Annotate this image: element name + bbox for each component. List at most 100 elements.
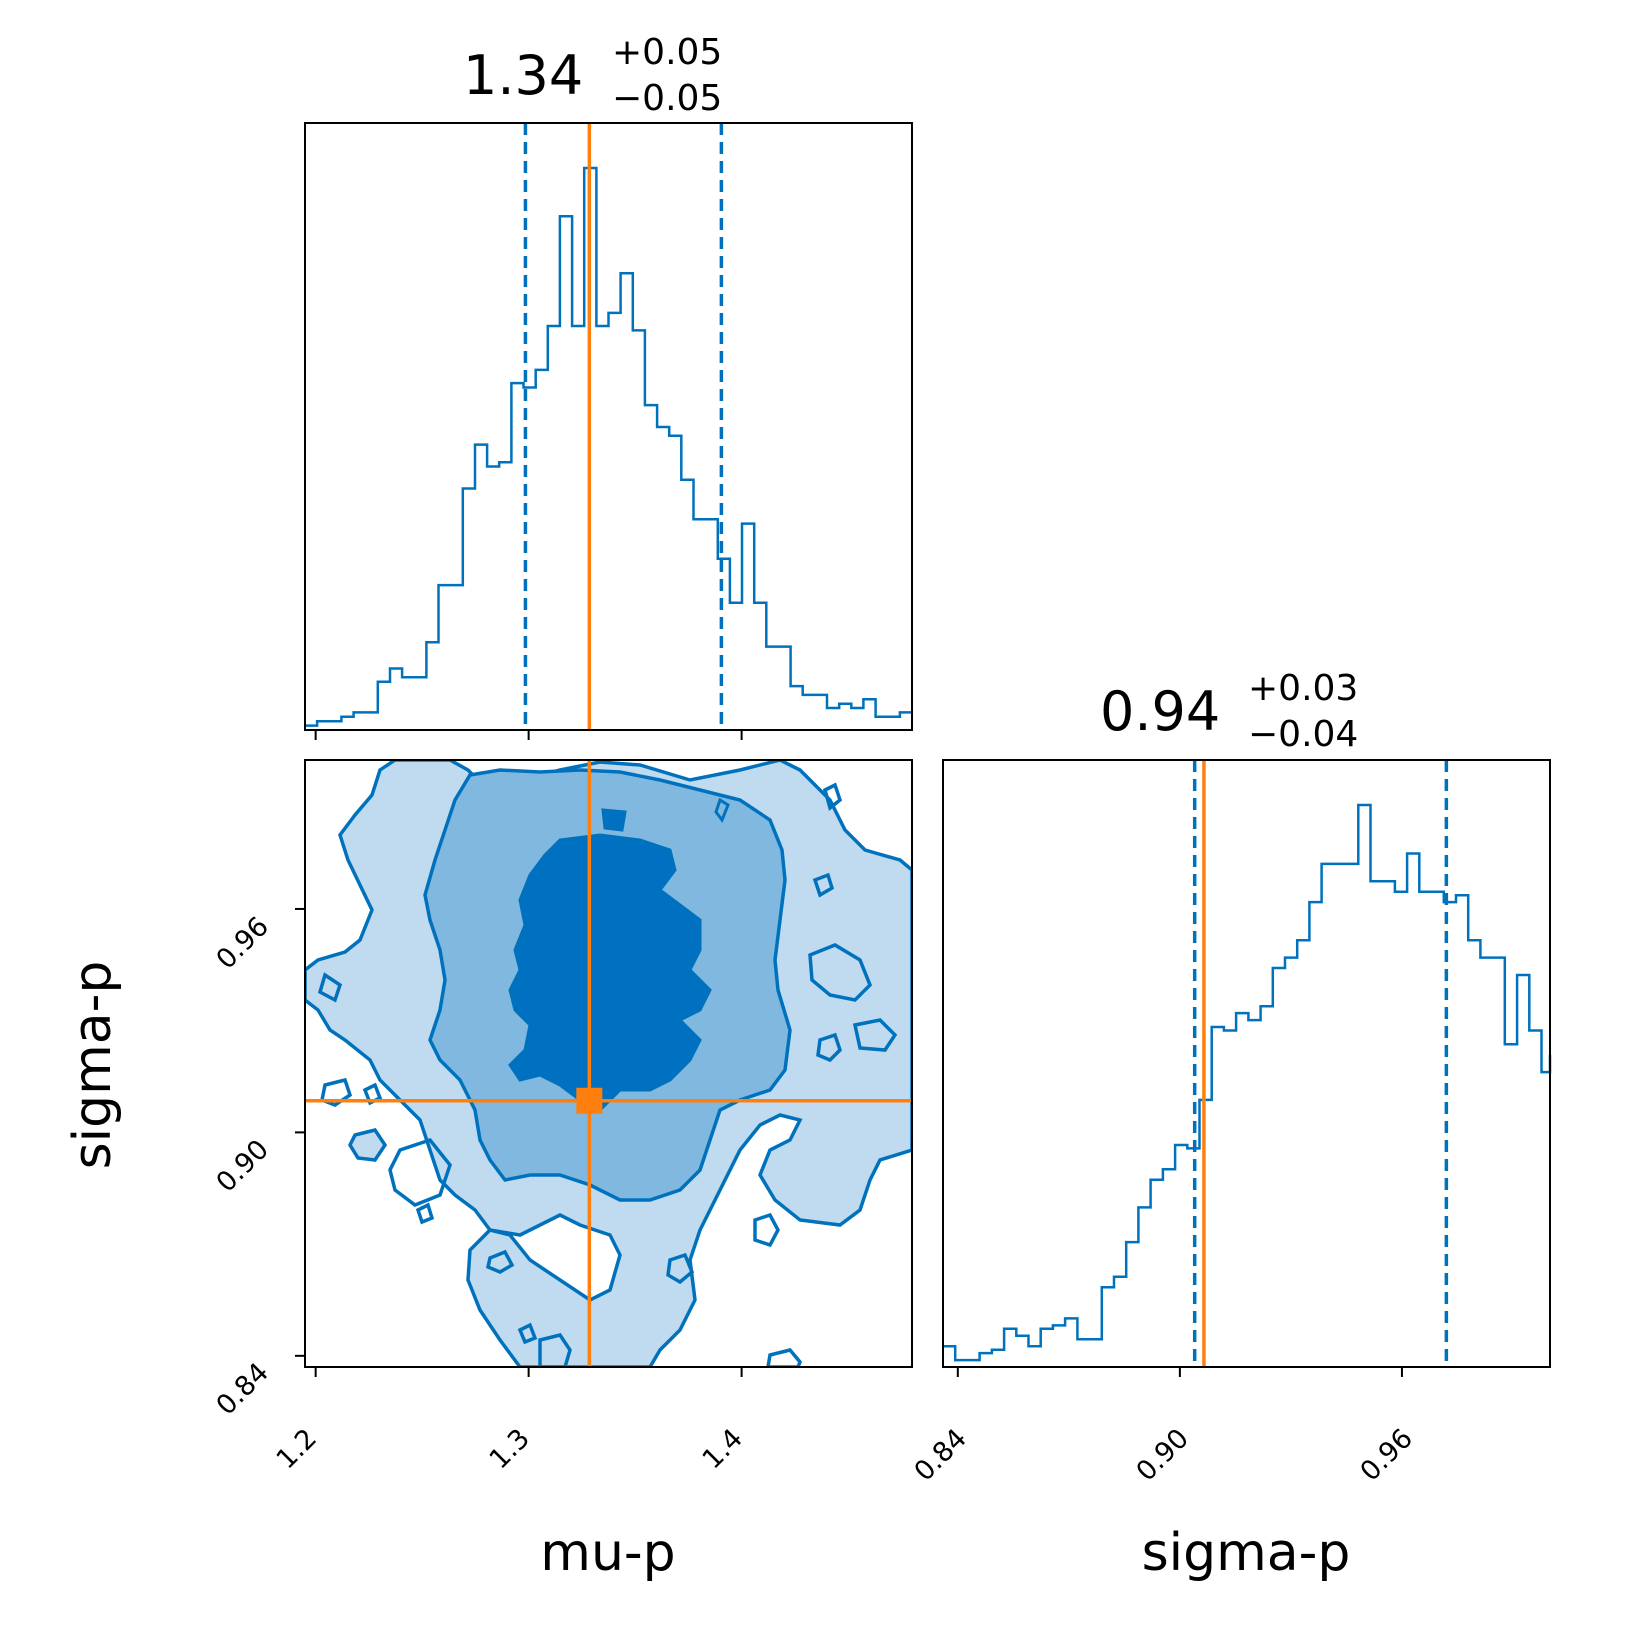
sigma-p-bin-9 xyxy=(1053,1325,1065,1367)
sigma-p-bin-43 xyxy=(1468,940,1480,1367)
sigma-p-bin-18 xyxy=(1163,1169,1175,1367)
frame-hist-mu-p xyxy=(304,122,913,731)
mu-p-bin-43 xyxy=(827,708,839,730)
mu-p-bin-4 xyxy=(354,712,366,730)
sigma-p-bin-6 xyxy=(1016,1336,1028,1367)
mu-p-bin-6 xyxy=(378,682,390,730)
mu-p-bin-45 xyxy=(851,708,863,730)
sigma-p-bin-34 xyxy=(1358,805,1370,1367)
mu-p-bin-17 xyxy=(511,383,523,730)
frame-hist-sigma-p xyxy=(942,759,1551,1368)
mu-p-bin-25 xyxy=(609,313,621,730)
sigma-p-bin-24 xyxy=(1236,1013,1248,1367)
mu-p-bin-22 xyxy=(572,326,584,730)
frame-joint xyxy=(304,759,913,1368)
mu-p-bin-19 xyxy=(536,370,548,730)
sigma-p-bin-49 xyxy=(1541,1072,1550,1367)
mu-p-bin-47 xyxy=(876,717,888,730)
joint-truth-marker xyxy=(576,1087,603,1114)
x-ticks-mu-p: 1.2 1.3 1.4 xyxy=(271,1423,749,1475)
y-ticks-sigma-p: 0.84 0.90 0.96 xyxy=(211,911,275,1421)
sigma-p-bin-5 xyxy=(1004,1329,1016,1367)
xtick-mu-1.2: 1.2 xyxy=(271,1423,323,1475)
contour-island-2 xyxy=(388,1137,452,1207)
contour-island-13 xyxy=(362,1082,383,1106)
mu-p-bin-32 xyxy=(693,519,705,730)
contour-island-5 xyxy=(852,1018,898,1052)
mu-p-bin-12 xyxy=(451,585,463,730)
title-sigma-p-minus: −0.04 xyxy=(1248,714,1358,755)
mu-p-bin-37 xyxy=(754,603,766,730)
mu-p-bin-36 xyxy=(742,524,754,730)
contour-island-8 xyxy=(538,1333,572,1367)
mu-p-bin-42 xyxy=(815,695,827,730)
contour-island-17 xyxy=(666,1252,695,1285)
joint-truth-overlay xyxy=(305,760,912,1367)
sigma-p-bin-39 xyxy=(1419,892,1431,1367)
mu-p-bin-40 xyxy=(791,686,803,730)
title-mu-p-plus: +0.05 xyxy=(612,32,722,73)
sigma-p-bin-40 xyxy=(1432,892,1444,1367)
title-sigma-p-value: 0.94 xyxy=(1100,680,1220,743)
mu-p-bin-49 xyxy=(900,712,912,730)
contour-island-10 xyxy=(822,782,843,812)
mu-p-bin-14 xyxy=(475,445,487,730)
contour-island-7 xyxy=(808,943,873,1002)
sigma-p-bin-1 xyxy=(955,1360,967,1367)
sigma-p-bin-22 xyxy=(1212,1027,1224,1367)
mu-p-bin-27 xyxy=(633,330,645,730)
mu-p-bin-1 xyxy=(317,721,329,730)
sigma-p-bin-33 xyxy=(1346,864,1358,1367)
mu-p-bin-5 xyxy=(366,712,378,730)
sigma-p-bin-44 xyxy=(1480,958,1492,1367)
sigma-p-bin-11 xyxy=(1077,1339,1089,1367)
x-ticks-sigma-p: 0.84 0.90 0.96 xyxy=(909,1423,1419,1487)
xtick-sigma-0.96: 0.96 xyxy=(1355,1423,1419,1487)
sigma-p-bin-35 xyxy=(1370,881,1382,1367)
mu-p-bin-28 xyxy=(645,405,657,730)
sigma-p-bin-23 xyxy=(1224,1030,1236,1367)
sigma-p-bin-10 xyxy=(1065,1318,1077,1367)
mu-p-bin-8 xyxy=(402,677,414,730)
mu-p-bin-7 xyxy=(390,669,402,730)
sigma-p-bin-38 xyxy=(1407,854,1419,1367)
contour-island-12 xyxy=(317,972,343,1003)
xtick-mu-1.3: 1.3 xyxy=(484,1423,536,1475)
sigma-p-bin-32 xyxy=(1334,864,1346,1367)
sigma-p-bin-12 xyxy=(1090,1339,1102,1367)
sigma-p-bin-2 xyxy=(967,1360,979,1367)
sigma-p-bin-16 xyxy=(1138,1207,1150,1367)
mu-p-bin-46 xyxy=(863,699,875,730)
mu-p-bin-20 xyxy=(548,326,560,730)
title-mu-p-minus: −0.05 xyxy=(612,78,722,119)
sigma-p-bin-42 xyxy=(1456,895,1468,1367)
mu-p-bin-35 xyxy=(730,603,742,730)
mu-p-bin-10 xyxy=(426,642,438,730)
xtick-sigma-0.90: 0.90 xyxy=(1131,1423,1195,1487)
contour-island-3 xyxy=(753,1212,780,1248)
mu-p-bin-30 xyxy=(669,436,681,730)
sigma-p-bin-17 xyxy=(1151,1180,1163,1367)
xtick-sigma-0.84: 0.84 xyxy=(909,1423,973,1487)
x-axis-label-sigma-p: sigma-p xyxy=(1142,1523,1351,1583)
mu-p-bin-24 xyxy=(596,326,608,730)
sigma-p-bin-8 xyxy=(1041,1329,1053,1367)
mu-p-bin-39 xyxy=(778,647,790,730)
title-mu-p: 1.34 +0.05 −0.05 xyxy=(463,32,722,119)
mu-p-bin-34 xyxy=(718,559,730,730)
sigma-p-bin-47 xyxy=(1517,975,1529,1367)
sigma-p-bin-30 xyxy=(1309,902,1321,1367)
title-mu-p-value: 1.34 xyxy=(463,44,583,107)
sigma-p-bin-45 xyxy=(1493,958,1505,1367)
sigma-p-bin-7 xyxy=(1028,1346,1040,1367)
hist-mu-p-panel xyxy=(305,123,912,730)
sigma-p-bin-36 xyxy=(1383,881,1395,1367)
tick-marks xyxy=(295,730,1403,1377)
contour-island-15 xyxy=(517,1322,538,1345)
mu-p-bin-33 xyxy=(706,519,718,730)
sigma-p-bin-3 xyxy=(980,1353,992,1367)
mu-p-bin-21 xyxy=(560,216,572,730)
sigma-p-histogram-steps xyxy=(943,803,1552,1362)
mu-p-bin-41 xyxy=(803,695,815,730)
